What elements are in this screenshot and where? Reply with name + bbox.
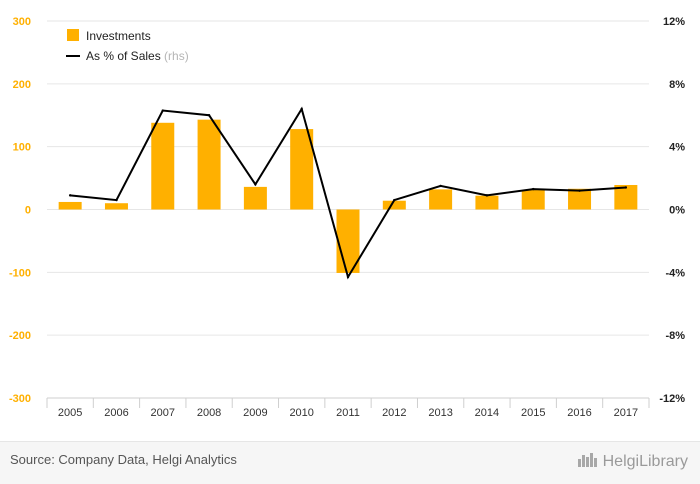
x-tick-label: 2010 [289, 407, 313, 419]
axes: 300 200 100 0 -100 -200 -300 12% 8% 4% 0% -4% -8% -12… [9, 16, 685, 419]
sales-percent-point [624, 186, 628, 189]
sales-percent-point [578, 189, 581, 192]
investment-bar [58, 201, 82, 210]
sales-percent-point [254, 183, 257, 186]
sales-percent-point [439, 184, 442, 188]
chart-area: 300 200 100 0 -100 -200 -300 12% 8% 4% 0% -4% -8% -12… [9, 16, 685, 419]
y-right-tick-label: -8% [665, 330, 685, 342]
source-note: Source: Company Data, Helgi Analytics [10, 452, 237, 467]
y-left-tick-label: 0 [25, 205, 31, 217]
investment-bar [151, 122, 175, 210]
y-right-tick-label: 4% [669, 142, 685, 154]
legend-sales-name: As % of Sales [86, 49, 164, 63]
x-tick-label: 2013 [428, 407, 452, 419]
brand-name: HelgiLibrary [602, 452, 688, 470]
investment-bar [568, 188, 592, 210]
sales-percent-point [161, 109, 164, 112]
brand-logo[interactable]: HelgiLibrary [577, 450, 688, 473]
x-tick-label: 2014 [475, 407, 499, 419]
x-tick-label: 2009 [243, 407, 267, 419]
investment-bar [614, 184, 638, 210]
y-left-tick-label: 300 [13, 16, 31, 28]
y-left-tick-label: 200 [13, 79, 31, 91]
investment-bar [521, 190, 545, 210]
x-tick-label: 2007 [151, 407, 175, 419]
investment-bar [243, 186, 267, 210]
x-tick-label: 2008 [197, 407, 221, 419]
x-tick-label: 2015 [521, 407, 545, 419]
sales-percent-point [207, 114, 211, 117]
y-right-tick-label: 0% [669, 205, 685, 217]
footer: Source: Company Data, Helgi Analytics He… [0, 441, 700, 484]
legend-sales-rhs-note: (rhs) [164, 49, 189, 63]
sales-percent-point [68, 194, 72, 197]
sales-percent-point [346, 275, 350, 279]
x-tick-label: 2016 [567, 407, 591, 419]
investment-bar [382, 200, 406, 210]
investments-bars [58, 119, 638, 273]
y-right-tick-label: -4% [665, 267, 685, 279]
y-left-tick-label: -100 [9, 267, 31, 279]
y-right-tick-label: -12% [659, 393, 685, 405]
sales-percent-point [393, 198, 396, 202]
x-tick-label: 2017 [614, 407, 638, 419]
sales-percent-point [532, 187, 535, 191]
investment-bar [475, 195, 499, 210]
y-left-tick-label: -200 [9, 330, 31, 342]
y-left-tick-label: 100 [13, 142, 31, 154]
legend-investments-swatch [67, 29, 79, 41]
y-right-tick-label: 12% [663, 16, 685, 28]
x-tick-label: 2011 [336, 407, 360, 419]
investment-bar [429, 189, 453, 210]
combo-chart: 300 200 100 0 -100 -200 -300 12% 8% 4% 0% -4% -8% -12… [9, 16, 685, 419]
helgi-library-logo-icon [577, 450, 599, 473]
investment-bar [197, 119, 221, 210]
sales-percent-line [68, 106, 628, 280]
legend-sales-label: As % of Sales (rhs) [86, 49, 189, 63]
sales-percent-point [485, 194, 489, 197]
investment-bar [104, 203, 128, 210]
investment-bar [290, 129, 314, 210]
legend-investments-label: Investments [86, 29, 151, 43]
y-right-tick-label: 8% [669, 79, 685, 91]
x-tick-label: 2006 [104, 407, 128, 419]
sales-percent-point [300, 107, 303, 111]
legend[interactable]: Investments As % of Sales (rhs) [66, 29, 189, 63]
x-tick-label: 2005 [58, 407, 82, 419]
x-tick-label: 2012 [382, 407, 406, 419]
sales-percent-point [115, 198, 118, 202]
y-left-tick-label: -300 [9, 393, 31, 405]
